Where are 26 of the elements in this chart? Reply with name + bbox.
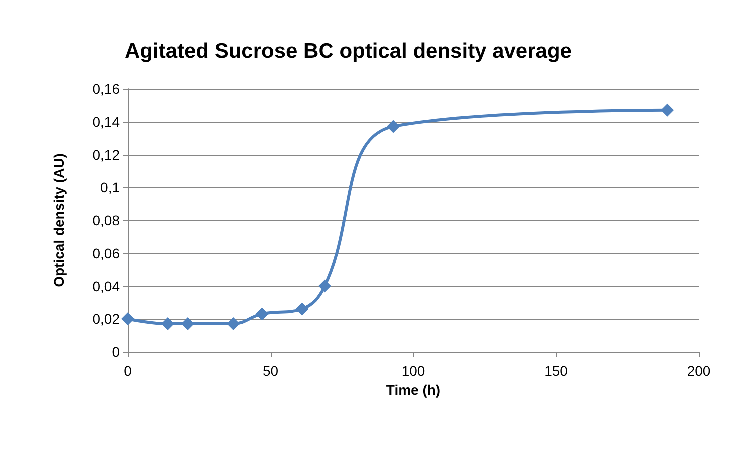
point <box>661 104 674 117</box>
y-tick-label: 0,14 <box>92 114 120 130</box>
x-tick-label: 200 <box>687 363 711 379</box>
point <box>256 308 269 321</box>
y-tick-label: 0,12 <box>92 146 120 163</box>
point <box>122 312 134 326</box>
y-axis-title: Optical density (AU) <box>51 154 67 288</box>
y-tick-label: 0,04 <box>92 278 120 294</box>
y-tick-label: 0,06 <box>92 245 120 262</box>
point <box>161 318 174 331</box>
x-axis-title: Time (h) <box>386 382 441 398</box>
point <box>318 280 332 293</box>
y-tick-label: 0,16 <box>92 81 120 97</box>
x-tick-label: 100 <box>402 363 426 379</box>
point <box>227 318 240 331</box>
point <box>181 318 194 331</box>
x-tick-label: 0 <box>124 363 132 379</box>
y-tick-label: 0 <box>112 344 120 360</box>
y-tick-label: 0,1 <box>100 180 120 196</box>
point <box>387 120 400 134</box>
x-tick-label: 50 <box>262 363 279 379</box>
y-tick-label: 0,02 <box>92 311 120 328</box>
y-tick-label: 0,08 <box>92 212 120 228</box>
point <box>296 302 309 316</box>
chart-title: Agitated Sucrose BC optical density average <box>125 40 572 63</box>
x-tick-label: 150 <box>544 363 568 379</box>
